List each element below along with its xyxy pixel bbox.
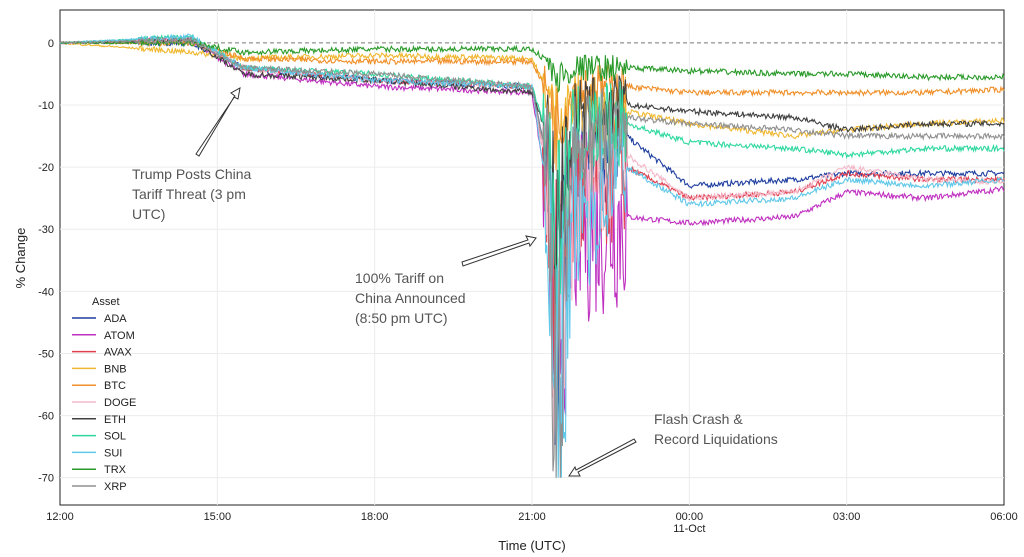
legend-title: Asset xyxy=(92,296,120,308)
annotation-text: Tariff Threat (3 pm xyxy=(132,186,246,202)
x-tick-label: 21:00 xyxy=(518,511,546,523)
y-tick-label: 0 xyxy=(48,38,54,50)
svg-text:Flash Crash &Record Liquidatio: Flash Crash & Record Liquidations xyxy=(654,411,778,447)
annotation-text: (8:50 pm UTC) xyxy=(355,310,448,326)
annotation-text: 100% Tariff on xyxy=(355,270,444,286)
legend-label-doge: DOGE xyxy=(104,397,136,409)
y-tick-label: -20 xyxy=(38,162,54,174)
y-tick-label: -10 xyxy=(38,100,54,112)
legend-label-sui: SUI xyxy=(104,447,122,459)
y-axis-label: % Change xyxy=(13,228,28,289)
legend-label-xrp: XRP xyxy=(104,481,127,493)
annotation-arrow xyxy=(195,87,241,157)
y-tick-label: -30 xyxy=(38,224,54,236)
annotation-text: UTC) xyxy=(132,206,165,222)
legend-label-eth: ETH xyxy=(104,414,126,426)
annotation-text: Record Liquidations xyxy=(654,431,778,447)
series-line-xrp xyxy=(59,36,1005,478)
series-line-trx xyxy=(59,38,1005,94)
legend-label-bnb: BNB xyxy=(104,363,127,375)
y-tick-label: -70 xyxy=(38,473,54,485)
x-tick-sublabel: 11-Oct xyxy=(673,523,705,535)
annotation-tariff-announced: 100% Tariff on China Announced (8:50 pm UT… xyxy=(355,235,537,326)
legend-label-trx: TRX xyxy=(104,464,127,476)
x-tick-label: 00:00 xyxy=(676,511,704,523)
y-tick-label: -50 xyxy=(38,348,54,360)
annotation-text: Flash Crash & xyxy=(654,411,743,427)
annotation-tariff-threat: Trump Posts China Tariff Threat (3 pm UTC) xyxy=(132,87,252,222)
series-line-eth xyxy=(59,35,1005,305)
x-tick-label: 18:00 xyxy=(361,511,389,523)
legend: Asset ADA ATOM AVAX BNB BTC DOGE ETH SOL SUI TRX X… xyxy=(72,296,136,493)
legend-label-avax: AVAX xyxy=(104,347,132,359)
y-tick-label: -60 xyxy=(38,411,54,423)
annotation-text: China Announced xyxy=(355,290,466,306)
x-axis-label: Time (UTC) xyxy=(498,538,565,553)
legend-label-atom: ATOM xyxy=(104,330,135,342)
x-tick-label: 15:00 xyxy=(204,511,232,523)
legend-label-ada: ADA xyxy=(104,313,127,325)
annotation-text: Trump Posts China xyxy=(132,166,252,182)
x-tick-label: 06:00 xyxy=(990,511,1018,523)
annotation-arrow xyxy=(461,235,537,267)
annotation-arrow xyxy=(568,438,637,477)
x-tick-label: 12:00 xyxy=(46,511,74,523)
x-tick-label: 03:00 xyxy=(833,511,861,523)
legend-label-sol: SOL xyxy=(104,431,126,443)
legend-label-btc: BTC xyxy=(104,380,126,392)
series-line-sui xyxy=(59,33,1005,478)
annotation-flash-crash: Flash Crash & Record Liquidations xyxy=(568,411,778,477)
y-tick-label: -40 xyxy=(38,286,54,298)
